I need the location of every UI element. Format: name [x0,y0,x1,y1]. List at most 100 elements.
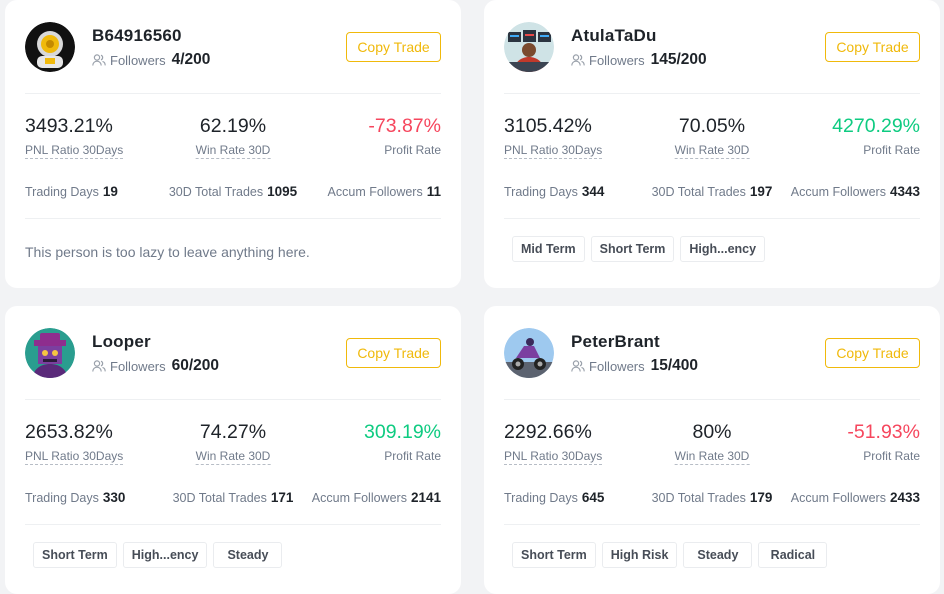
tag-list: Short Term High...ency Steady [33,542,288,568]
trading-days: Trading Days 19 [25,184,118,199]
tag: High Risk [601,542,678,568]
trading-days-value: 19 [102,184,118,199]
followers-count: 145/200 [650,51,707,68]
avatar[interactable] [504,328,554,378]
copy-trade-button[interactable]: Copy Trade [346,32,441,62]
trader-name[interactable]: Looper [92,332,151,351]
followers-label: Followers [110,52,166,68]
divider [25,524,441,525]
tag: High...ency [122,542,208,568]
trading-days-value: 330 [102,490,126,505]
purple-character-avatar-icon [25,328,75,378]
trader-card[interactable]: Looper Followers 60/200 Copy Trade 2653.… [5,306,461,594]
win-rate-value: 80% [692,421,732,443]
trader-card[interactable]: B64916560 Followers 4/200 Copy Trade 349… [5,0,461,288]
pnl-label[interactable]: PNL Ratio 30Days [25,143,124,159]
total-trades-value: 179 [749,490,773,505]
total-trades: 30D Total Trades 171 [173,490,294,505]
accum-followers-value: 2433 [889,490,920,505]
trader-header: PeterBrant Followers 15/400 Copy Trade [504,328,920,378]
avatar[interactable] [25,22,75,72]
win-rate-stat: 80% Win Rate 30D [674,420,750,465]
pnl-stat: 3105.42% PNL Ratio 30Days [504,114,603,159]
trading-days: Trading Days 344 [504,184,604,199]
tag-list: Short Term High Risk Steady Radical [512,542,833,568]
people-icon [92,359,106,373]
trader-name[interactable]: AtulaTaDu [571,26,657,45]
secondary-stats: Trading Days 344 30D Total Trades 197 Accu… [504,184,920,202]
people-icon [571,53,585,67]
followers-row: Followers 15/400 [571,357,698,375]
followers-count: 4/200 [171,51,211,68]
total-trades-value: 1095 [267,184,298,199]
pnl-value: 3105.42% [504,115,592,137]
profit-rate-stat: -73.87% Profit Rate [368,114,441,158]
stats-row: 2292.66% PNL Ratio 30Days 80% Win Rate 3… [504,420,920,470]
tag: Short Term [33,542,117,568]
avatar[interactable] [504,22,554,72]
win-rate-value: 70.05% [678,115,746,137]
tag-list: Mid Term Short Term High...ency [512,236,771,262]
pnl-value: 3493.21% [25,115,113,137]
win-rate-label[interactable]: Win Rate 30D [195,143,271,159]
divider [25,399,441,400]
pnl-label[interactable]: PNL Ratio 30Days [25,449,124,465]
copy-trade-button[interactable]: Copy Trade [346,338,441,368]
trader-card[interactable]: AtulaTaDu Followers 145/200 Copy Trade 3… [484,0,940,288]
total-trades-label: 30D Total Trades [168,185,264,199]
profit-rate-stat: 309.19% Profit Rate [364,420,441,464]
profit-rate-label: Profit Rate [384,143,441,157]
pnl-label[interactable]: PNL Ratio 30Days [504,449,603,465]
profit-rate-label: Profit Rate [384,449,441,463]
accum-followers-value: 11 [426,184,441,199]
stats-row: 3105.42% PNL Ratio 30Days 70.05% Win Rat… [504,114,920,164]
copy-trade-button[interactable]: Copy Trade [825,32,920,62]
pnl-label[interactable]: PNL Ratio 30Days [504,143,603,159]
trader-header: B64916560 Followers 4/200 Copy Trade [25,22,441,72]
profit-rate-value: 309.19% [364,421,441,443]
trader-header: AtulaTaDu Followers 145/200 Copy Trade [504,22,920,72]
profit-rate-value: -73.87% [368,115,441,137]
win-rate-stat: 70.05% Win Rate 30D [674,114,750,159]
win-rate-label[interactable]: Win Rate 30D [674,449,750,465]
trader-header: Looper Followers 60/200 Copy Trade [25,328,441,378]
copy-trade-button[interactable]: Copy Trade [825,338,920,368]
profit-rate-label: Profit Rate [863,143,920,157]
total-trades-label: 30D Total Trades [172,491,267,505]
total-trades-label: 30D Total Trades [651,491,746,505]
people-icon [571,359,585,373]
tag: Steady [213,542,283,568]
secondary-stats: Trading Days 645 30D Total Trades 179 Accu… [504,490,920,508]
pnl-stat: 3493.21% PNL Ratio 30Days [25,114,124,159]
tag: Mid Term [512,236,585,262]
followers-row: Followers 4/200 [92,51,210,69]
stats-row: 2653.82% PNL Ratio 30Days 74.27% Win Rat… [25,420,441,470]
trader-bio: This person is too lazy to leave anythin… [25,244,310,260]
trader-name[interactable]: PeterBrant [571,332,660,351]
win-rate-label[interactable]: Win Rate 30D [195,449,271,465]
accum-followers-value: 2141 [410,490,441,505]
trading-days-value: 344 [581,184,605,199]
divider [504,218,920,219]
tag: Short Term [512,542,596,568]
followers-label: Followers [110,358,166,374]
trading-days: Trading Days 330 [25,490,125,505]
pnl-value: 2653.82% [25,421,113,443]
avatar[interactable] [25,328,75,378]
total-trades: 30D Total Trades 197 [652,184,773,199]
trader-name[interactable]: B64916560 [92,26,182,45]
accum-followers: Accum Followers 2433 [791,490,920,505]
stats-row: 3493.21% PNL Ratio 30Days 62.19% Win Rat… [25,114,441,164]
pnl-value: 2292.66% [504,421,592,443]
win-rate-value: 62.19% [199,115,267,137]
accum-followers-label: Accum Followers [327,185,423,199]
total-trades: 30D Total Trades 1095 [169,184,297,199]
trader-card[interactable]: PeterBrant Followers 15/400 Copy Trade 2… [484,306,940,594]
accum-followers-label: Accum Followers [790,185,886,199]
profit-rate-stat: -51.93% Profit Rate [847,420,920,464]
trading-days-label: Trading Days [25,185,99,199]
trading-days-label: Trading Days [504,491,578,505]
win-rate-label[interactable]: Win Rate 30D [674,143,750,159]
accum-followers: Accum Followers 4343 [791,184,920,199]
tag: Steady [683,542,753,568]
